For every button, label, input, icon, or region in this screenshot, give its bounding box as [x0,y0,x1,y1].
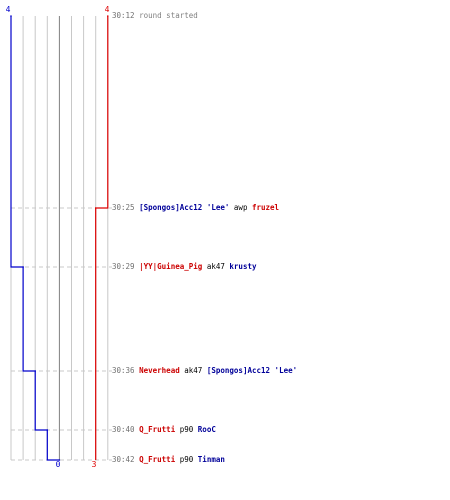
red-team-score-line [95,16,109,460]
victim-name: RooC [197,425,216,434]
round-timeline-chart: 4 4 0 3 [6,5,112,469]
score-point [58,459,61,461]
red-bottom-label: 3 [92,460,97,469]
score-point [94,207,97,209]
kill-event-row: 30:36 Neverhead ak47 [Spongos]Acc12 'Lee… [112,366,297,376]
event-time: 30:40 [112,425,135,434]
event-time: 30:29 [112,262,135,271]
victim-name: [Spongos]Acc12 'Lee' [206,366,298,375]
score-point [107,15,109,17]
killer-name: Q_Frutti [139,455,176,464]
weapon-name: p90 [179,425,194,434]
red-top-label: 4 [105,5,110,14]
weapon-name: ak47 [206,262,225,271]
score-point [46,429,49,431]
killer-name: [Spongos]Acc12 'Lee' [139,203,230,212]
victim-name: krusty [229,262,257,271]
score-point [22,266,24,268]
weapon-name: ak47 [184,366,203,375]
score-point [10,15,12,17]
blue-bottom-label: 0 [56,460,61,469]
event-time: 30:42 [112,455,135,464]
event-time: 30:12 [112,11,135,20]
blue-top-label: 4 [6,5,11,14]
victim-name: Tinman [197,455,225,464]
weapon-name: p90 [179,455,194,464]
event-row-start: 30:12 round started [112,11,198,21]
kill-event-row: 30:29 |YY|Guinea_Pig ak47 krusty [112,262,257,272]
victim-name: fruzel [251,203,280,212]
kill-event-row: 30:42 Q_Frutti p90 Tinman [112,455,225,465]
event-time: 30:36 [112,366,135,375]
event-time: 30:25 [112,203,135,212]
killer-name: Neverhead [139,366,180,375]
kill-event-row: 30:40 Q_Frutti p90 RooC [112,425,216,435]
killer-name: |YY|Guinea_Pig [139,262,203,271]
event-text: round started [139,11,198,20]
killer-name: Q_Frutti [139,425,176,434]
weapon-name: awp [233,203,248,212]
kill-event-row: 30:25 [Spongos]Acc12 'Lee' awp fruzel [112,203,279,213]
score-point [34,370,36,372]
